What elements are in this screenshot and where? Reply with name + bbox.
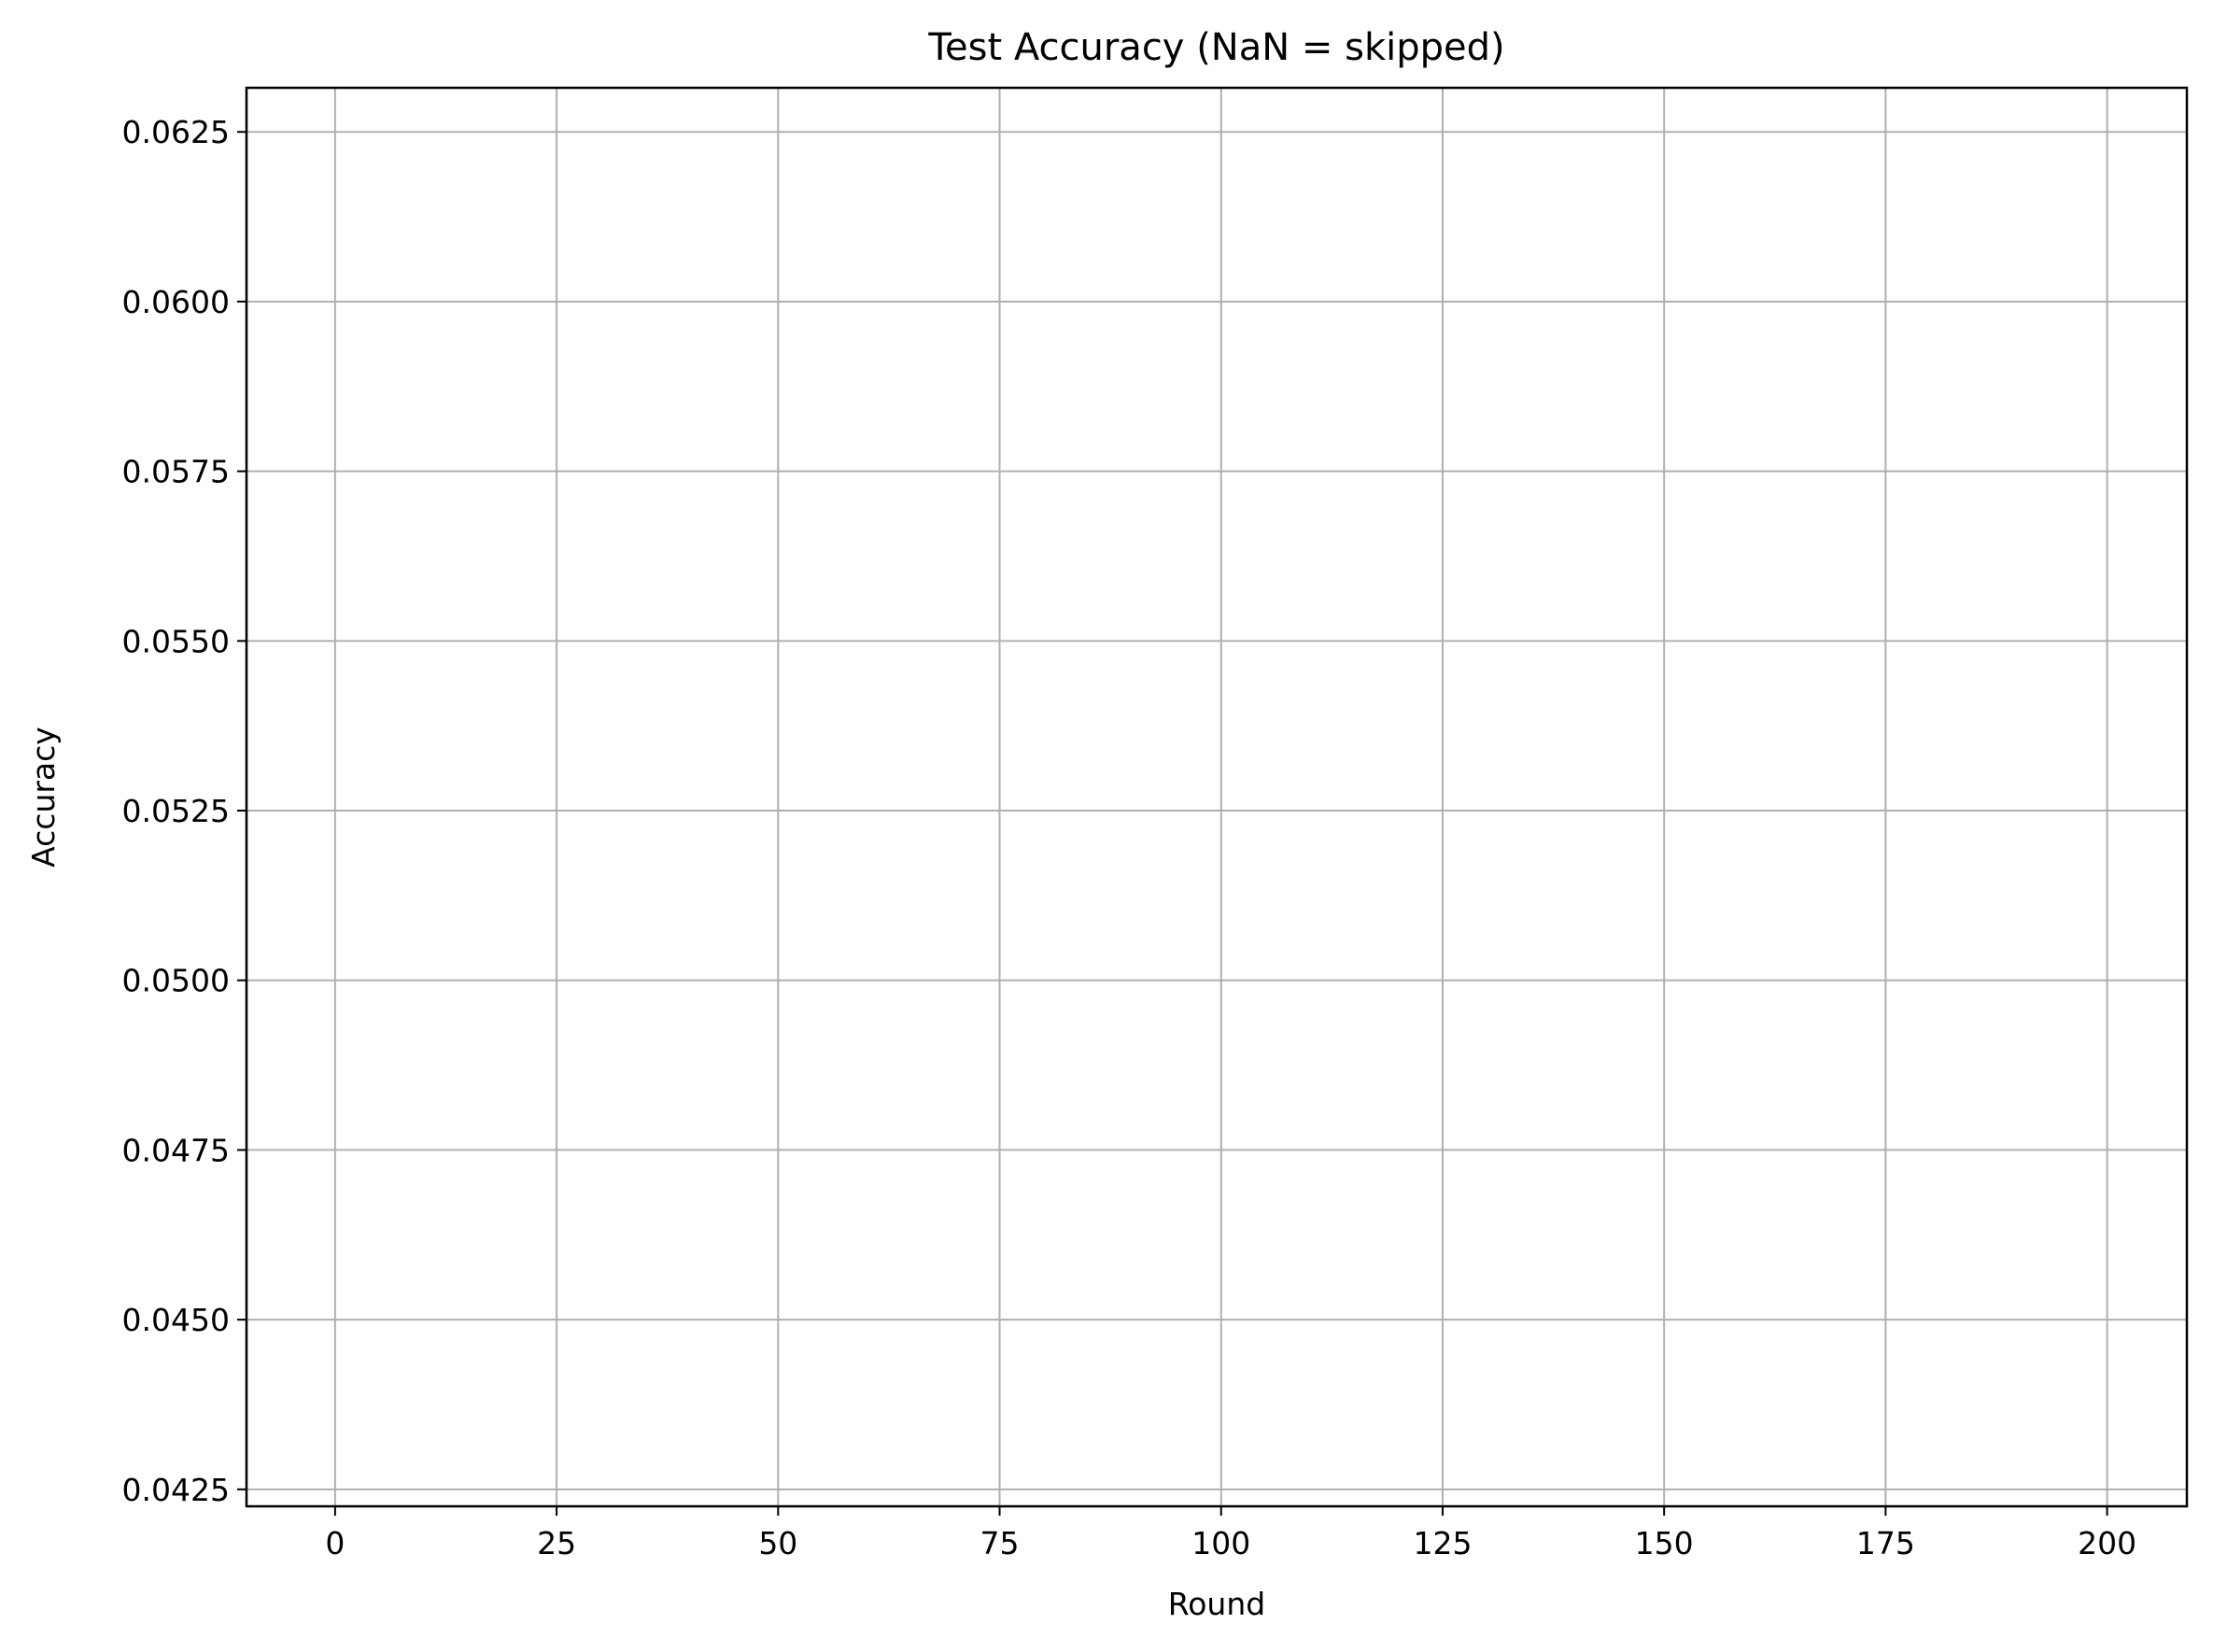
x-tick-label: 200 xyxy=(2078,1525,2136,1561)
x-tick-label: 50 xyxy=(758,1525,797,1561)
y-tick-label: 0.0500 xyxy=(122,963,230,999)
x-tick-label: 175 xyxy=(1856,1525,1915,1561)
x-tick-label: 25 xyxy=(537,1525,576,1561)
x-axis-ticks: 0 25 50 75 100 125 150 175 200 xyxy=(325,1506,2136,1561)
y-tick-label: 0.0475 xyxy=(122,1132,230,1168)
x-tick-label: 125 xyxy=(1413,1525,1472,1561)
horizontal-grid-lines xyxy=(247,131,2187,1490)
x-tick-label: 100 xyxy=(1191,1525,1250,1561)
plot-area-frame xyxy=(245,86,2189,1508)
y-tick-label: 0.0575 xyxy=(122,454,230,490)
y-tick-label: 0.0450 xyxy=(122,1302,230,1338)
y-tick-label: 0.0425 xyxy=(122,1472,230,1508)
y-tick-label: 0.0625 xyxy=(122,114,230,150)
y-tick-label: 0.0550 xyxy=(122,623,230,659)
y-tick-label: 0.0600 xyxy=(122,284,230,320)
x-tick-label: 0 xyxy=(325,1525,345,1561)
y-axis-label: Accuracy xyxy=(25,727,62,868)
y-tick-label: 0.0525 xyxy=(122,793,230,829)
chart-title: Test Accuracy (NaN = skipped) xyxy=(927,26,1504,69)
x-tick-label: 150 xyxy=(1635,1525,1694,1561)
y-axis-ticks: 0.0425 0.0450 0.0475 0.0500 0.0525 0.0550 0.05… xyxy=(122,114,247,1508)
x-tick-label: 75 xyxy=(980,1525,1020,1561)
x-axis-label: Round xyxy=(1168,1586,1265,1622)
vertical-grid-lines xyxy=(333,88,2108,1506)
